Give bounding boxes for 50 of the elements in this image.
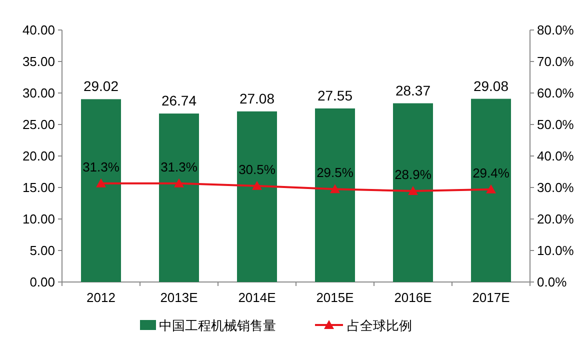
data-label: 31.3% bbox=[160, 159, 198, 174]
data-label: 29.08 bbox=[473, 78, 509, 94]
y2-tick-label: 40.0% bbox=[537, 148, 574, 164]
bar bbox=[393, 103, 433, 282]
y2-tick-label: 30.0% bbox=[537, 180, 574, 195]
x-tick-label: 2014E bbox=[238, 290, 276, 305]
data-label: 28.9% bbox=[394, 166, 432, 182]
bar bbox=[237, 111, 277, 282]
y-tick-label: 30.00 bbox=[22, 86, 55, 100]
y-tick-label: 0.00 bbox=[30, 274, 55, 290]
y2-tick-label: 50.0% bbox=[537, 117, 574, 132]
legend-label: 中国工程机械销售量 bbox=[159, 318, 276, 333]
x-tick-label: 2015E bbox=[316, 290, 354, 305]
legend-label: 占全球比例 bbox=[347, 318, 412, 333]
data-label: 26.74 bbox=[161, 92, 197, 109]
data-label: 28.37 bbox=[395, 82, 431, 98]
data-label: 29.5% bbox=[316, 165, 354, 180]
point bbox=[486, 184, 496, 194]
bar bbox=[81, 99, 121, 282]
y2-tick-label: 80.0% bbox=[537, 22, 574, 38]
x-tick-label: 2012 bbox=[86, 290, 116, 305]
bar bbox=[159, 114, 199, 282]
data-label: 29.02 bbox=[83, 78, 119, 94]
point bbox=[252, 180, 262, 190]
x-tick-label: 2017E bbox=[472, 290, 510, 305]
data-label: 29.4% bbox=[472, 165, 510, 180]
y2-tick-label: 10.0% bbox=[537, 243, 574, 258]
point bbox=[408, 186, 418, 195]
y-tick-label: 5.00 bbox=[30, 243, 55, 258]
bar bbox=[315, 108, 355, 282]
y2-tick-label: 60.0% bbox=[537, 86, 574, 100]
point bbox=[96, 178, 106, 188]
y-tick-label: 40.00 bbox=[22, 22, 55, 38]
y-tick-label: 35.00 bbox=[22, 54, 55, 69]
y-tick-label: 25.00 bbox=[22, 117, 55, 132]
y-tick-label: 10.00 bbox=[22, 212, 55, 226]
data-label: 30.5% bbox=[238, 162, 276, 177]
point bbox=[330, 184, 340, 194]
data-label: 27.08 bbox=[239, 90, 275, 106]
y2-tick-label: 70.0% bbox=[537, 54, 574, 69]
bar bbox=[471, 98, 511, 282]
x-tick-label: 2013E bbox=[160, 290, 198, 305]
y2-tick-label: 20.0% bbox=[537, 212, 574, 226]
y2-tick-label: 0.0% bbox=[537, 274, 568, 290]
x-tick-label: 2016E bbox=[394, 290, 432, 305]
data-label: 31.3% bbox=[82, 159, 120, 174]
y-tick-label: 20.00 bbox=[22, 148, 55, 164]
point bbox=[174, 178, 184, 188]
y-tick-label: 15.00 bbox=[22, 180, 55, 195]
data-label: 27.55 bbox=[317, 87, 353, 104]
